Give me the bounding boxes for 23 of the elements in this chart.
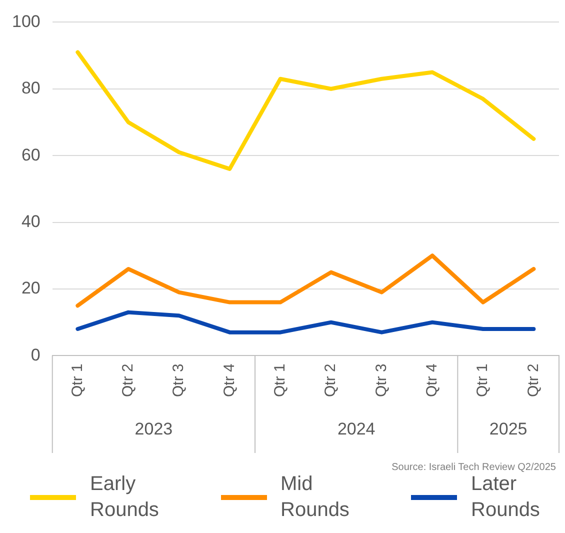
y-tick-label: 100 [12, 12, 40, 31]
x-tick-label: Qtr 1 [271, 364, 288, 398]
x-tick-label: Qtr 1 [474, 364, 492, 398]
y-tick-label: 20 [21, 278, 40, 298]
y-tick-label: 80 [21, 78, 40, 98]
x-tick-label: Qtr 1 [68, 364, 86, 398]
y-tick-label: 40 [21, 212, 40, 231]
x-tick-label: Qtr 2 [120, 364, 136, 398]
x-tick-label: Qtr 3 [170, 364, 188, 398]
x-tick-label: Qtr 3 [372, 364, 390, 398]
text: 2023 [134, 420, 173, 439]
x-tick-label: Qtr 4 [220, 364, 238, 398]
x-tick-label: Qtr 2 [524, 364, 542, 398]
legend-label: Early Rounds [90, 472, 160, 523]
y-tick-label: 0 [30, 345, 40, 364]
source-note: Source: Israeli Tech Review Q2/2025 [392, 462, 556, 473]
text: 2024 [337, 420, 376, 439]
legend-label: Later Rounds [471, 472, 541, 523]
y-tick-label: 60 [21, 145, 40, 164]
x-tick-label: Qtr 4 [423, 364, 440, 398]
text: 2025 [489, 420, 528, 439]
legend-label: Mid Rounds [280, 472, 350, 523]
x-tick-label: Qtr 2 [322, 364, 340, 398]
